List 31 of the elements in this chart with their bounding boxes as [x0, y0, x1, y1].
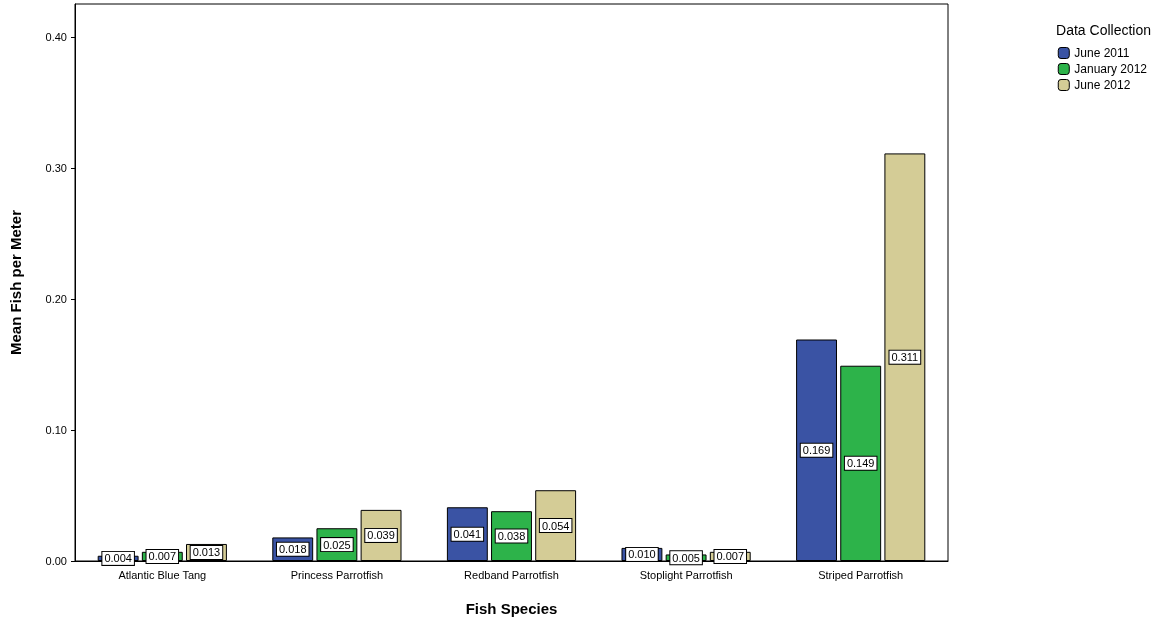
data-label: 0.311: [891, 351, 919, 364]
x-tick-label: Stoplight Parrotfish: [639, 568, 733, 581]
y-tick-label: 0.40: [45, 30, 67, 43]
y-tick-label: 0.20: [45, 292, 67, 305]
y-axis-title: Mean Fish per Meter: [7, 209, 24, 356]
legend-label: June 2011: [1074, 46, 1130, 60]
data-label: 0.149: [846, 457, 875, 470]
data-label: 0.018: [278, 543, 307, 556]
x-axis-title: Fish Species: [465, 600, 558, 617]
data-label: 0.004: [104, 552, 132, 565]
y-tick-label: 0.10: [45, 423, 67, 436]
data-label: 0.007: [148, 550, 177, 563]
data-label: 0.039: [367, 529, 395, 542]
data-label: 0.013: [192, 546, 221, 559]
data-label: 0.054: [541, 519, 570, 532]
x-tick-label: Princess Parrotfish: [290, 568, 384, 581]
legend-title: Data Collection: [1056, 22, 1151, 38]
data-label: 0.041: [453, 528, 482, 541]
legend-label: June 2012: [1074, 78, 1131, 92]
data-label: 0.010: [628, 548, 656, 561]
data-label: 0.025: [323, 538, 351, 551]
legend-label: January 2012: [1074, 62, 1148, 76]
data-label: 0.007: [716, 550, 745, 563]
x-tick-label: Redband Parrotfish: [464, 568, 559, 581]
data-label: 0.038: [497, 530, 526, 543]
y-tick-label: 0.30: [45, 161, 67, 174]
data-label: 0.005: [672, 551, 700, 564]
x-tick-label: Atlantic Blue Tang: [118, 568, 207, 581]
y-tick-label: 0.00: [45, 555, 67, 567]
data-label: 0.169: [802, 444, 831, 457]
x-tick-label: Striped Parrotfish: [818, 568, 904, 581]
